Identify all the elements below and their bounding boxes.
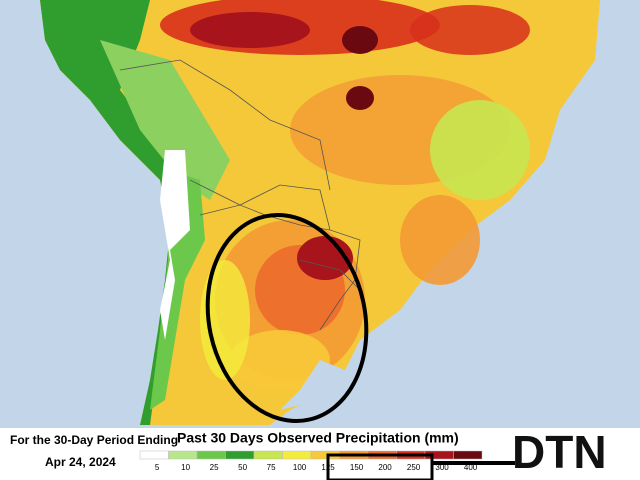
legend-label: 400	[464, 463, 478, 472]
legend-swatch	[168, 450, 198, 460]
date-text: Apr 24, 2024	[45, 455, 116, 469]
legend-label: 5	[155, 463, 160, 472]
legend-label: 75	[267, 463, 276, 472]
legend-label: 50	[238, 463, 247, 472]
legend-label: 10	[181, 463, 190, 472]
highlight-box	[326, 453, 434, 480]
logo: DTN	[512, 426, 607, 478]
legend-swatch	[282, 450, 312, 460]
legend-label: 100	[293, 463, 307, 472]
legend-swatch	[196, 450, 226, 460]
legend-swatch	[139, 450, 169, 460]
highlight-ellipse	[205, 212, 369, 424]
map-title: Past 30 Days Observed Precipitation (mm)	[177, 430, 459, 446]
legend-label: 25	[210, 463, 219, 472]
legend-label: 250	[407, 463, 421, 472]
legend-label: 300	[435, 463, 449, 472]
legend: 5 10 25 50 75 100 125 150 200 250 300 400	[139, 450, 483, 472]
legend-swatch	[453, 450, 483, 460]
legend-label: 200	[378, 463, 392, 472]
legend-swatch	[225, 450, 255, 460]
legend-swatch	[253, 450, 283, 460]
precipitation-map	[40, 0, 600, 425]
period-text: For the 30-Day Period Ending	[10, 433, 178, 447]
legend-label: 150	[350, 463, 364, 472]
